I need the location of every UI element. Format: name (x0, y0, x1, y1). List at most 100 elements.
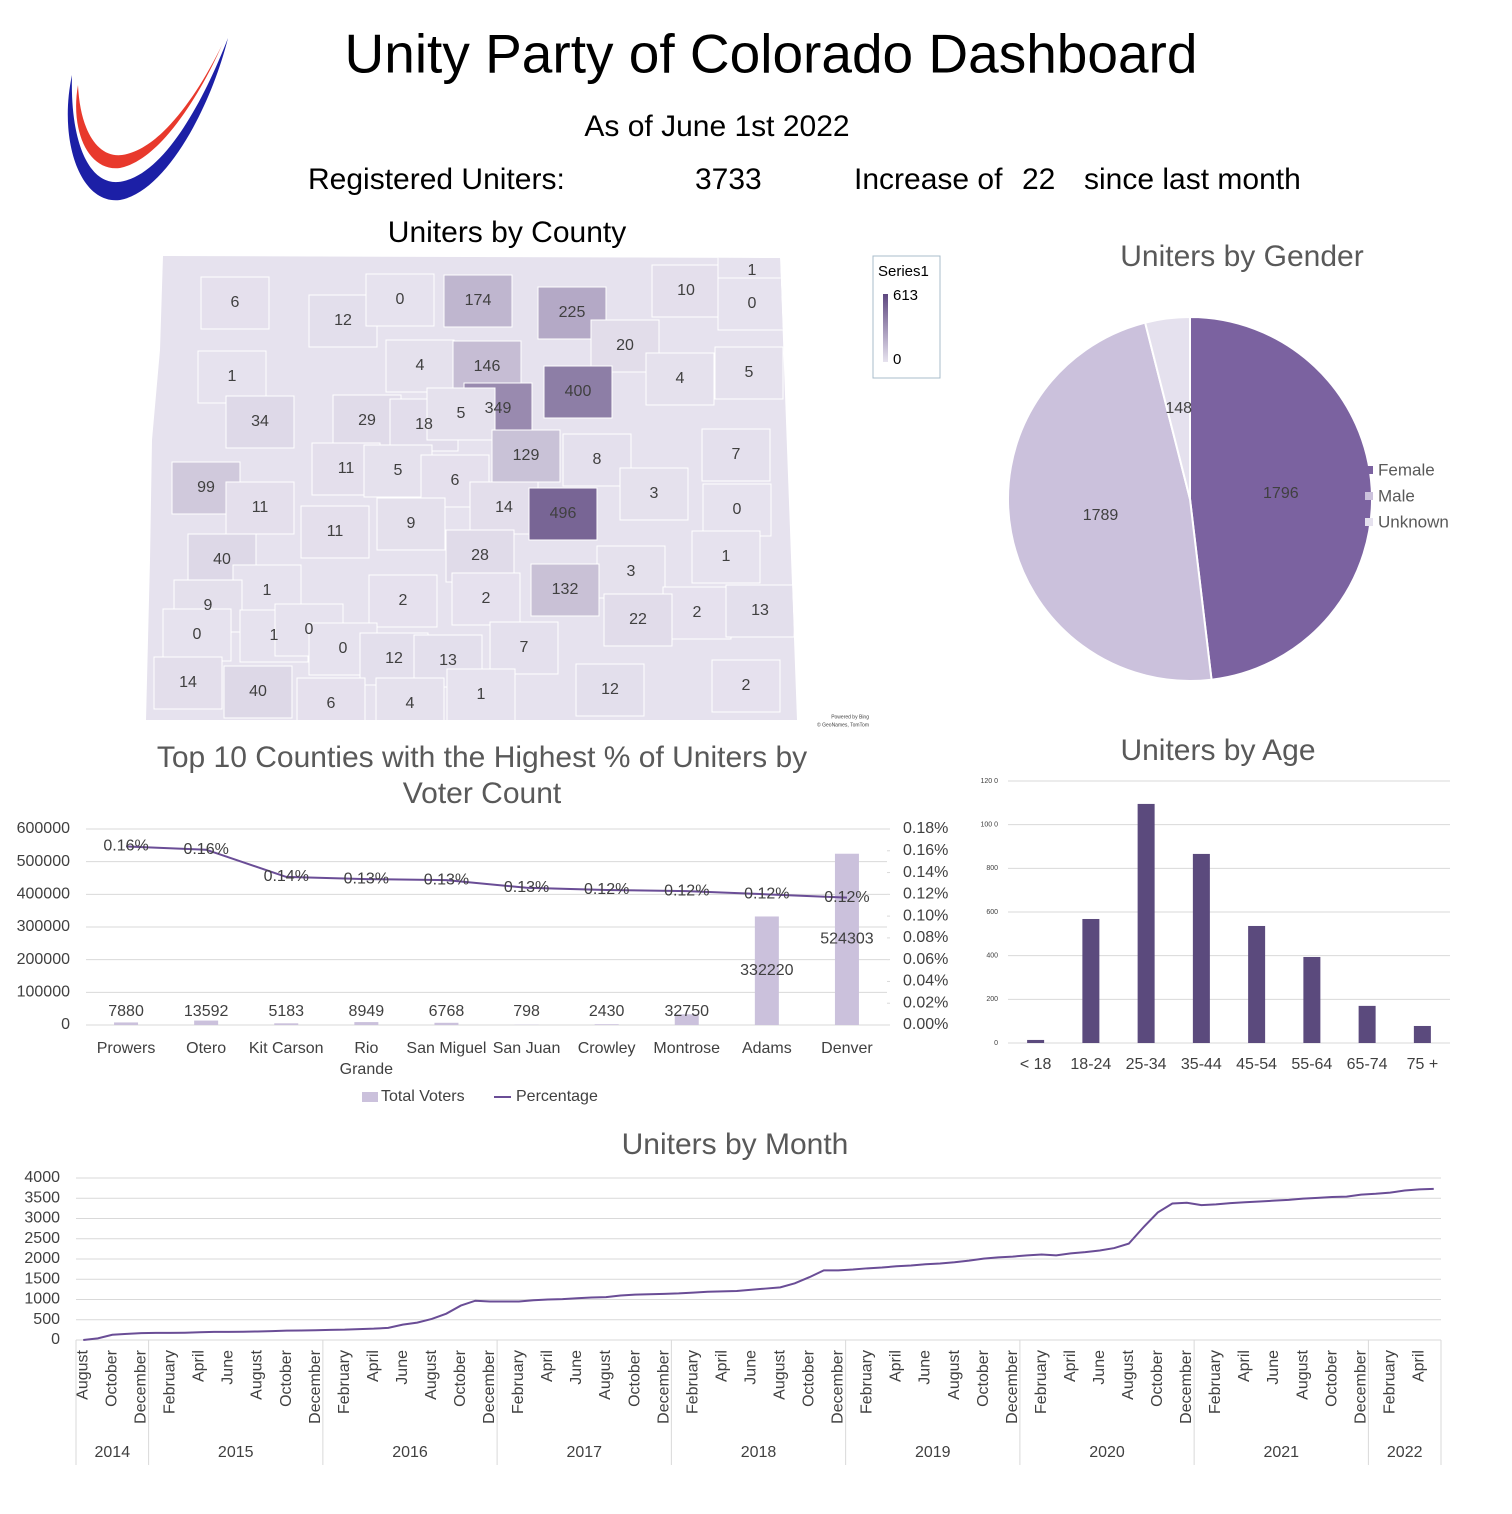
page-subtitle: As of June 1st 2022 (584, 110, 849, 143)
county-label: 99 (197, 479, 215, 496)
x-tick-label: August (1120, 1349, 1137, 1399)
county (645, 352, 715, 406)
legend-swatch (362, 1092, 378, 1102)
bar (594, 1024, 619, 1025)
logo-blue (67, 38, 229, 201)
county-label: 2 (399, 592, 408, 609)
x-tick-label: October (1323, 1349, 1340, 1407)
slice-label: 148 (1165, 400, 1192, 417)
bar (834, 853, 859, 1025)
line-value-label: 0.12% (824, 889, 869, 906)
x-tick-label: February (1207, 1350, 1224, 1414)
x-group-label: 2019 (915, 1444, 951, 1461)
line (83, 1187, 1434, 1341)
county (662, 586, 732, 640)
x-tick-label: February (1033, 1350, 1050, 1414)
y-tick-label: 0 (51, 1331, 60, 1348)
x-tick-label: October (452, 1349, 469, 1407)
x-group-label: 2021 (1263, 1444, 1299, 1461)
y2-tick-label: 0.04% (903, 973, 948, 990)
bar-value-label: 5183 (268, 1003, 304, 1020)
bar-value-label: 7880 (108, 1003, 144, 1020)
bar (114, 1022, 139, 1025)
county (187, 533, 257, 587)
y2-tick-label: 0.12% (903, 886, 948, 903)
x-tick-label: October (975, 1349, 992, 1407)
county-label: 4 (676, 370, 685, 387)
x-tick-label: 18-24 (1070, 1056, 1111, 1073)
y2-tick-label: 0.00% (903, 1016, 948, 1033)
county-label: 7 (520, 639, 529, 656)
county (717, 277, 787, 331)
x-group-label: 2016 (392, 1444, 428, 1461)
county-label: 13 (751, 602, 769, 619)
county (537, 286, 607, 340)
y-tick-label: 2500 (24, 1230, 60, 1247)
x-tick-label: December (1178, 1349, 1195, 1423)
county-label: 2 (693, 604, 702, 621)
bar-value-label: 524303 (820, 931, 873, 948)
bar (354, 1022, 379, 1025)
attribution: © GeoNames, TomTom (817, 721, 869, 728)
slice-label: 1796 (1263, 485, 1299, 502)
line-value-label: 0.12% (584, 881, 629, 898)
county-label: 0 (748, 295, 757, 312)
county-label: 132 (552, 581, 579, 598)
legend-label: Male (1378, 486, 1415, 505)
y-tick-label: 300000 (17, 918, 70, 935)
x-tick-label: December (307, 1349, 324, 1423)
x-tick-label: October (801, 1349, 818, 1407)
county-label: 1 (722, 548, 731, 565)
county-label: 11 (338, 460, 355, 477)
chart-title: Uniters by Month (622, 1128, 849, 1161)
increase-value: 22 (1022, 163, 1055, 196)
slice-label: 1789 (1083, 507, 1119, 524)
page-title: Unity Party of Colorado Dashboard (345, 23, 1198, 85)
y-tick-label: 500 (33, 1311, 60, 1328)
x-tick-label: February (1381, 1350, 1398, 1414)
bar-value-label: 32750 (665, 1003, 710, 1020)
y-tick-label: 100 0 (980, 822, 998, 829)
county (702, 483, 772, 537)
x-tick-label: February (684, 1350, 701, 1414)
x-tick-label: June (917, 1350, 934, 1385)
bar-value-label: 2430 (589, 1003, 625, 1020)
county (426, 387, 496, 441)
county (200, 276, 270, 330)
county-label: 14 (495, 499, 513, 516)
x-tick-label: December (1004, 1349, 1021, 1423)
legend-label: Unknown (1378, 512, 1449, 531)
x-tick-label: February (859, 1350, 876, 1414)
bar (1082, 918, 1100, 1043)
bar-value-label: 798 (513, 1003, 540, 1020)
county (603, 593, 673, 647)
county (296, 677, 366, 720)
legend-swatch (1365, 466, 1373, 474)
x-tick-label: June (568, 1350, 585, 1385)
line-value-label: 0.13% (504, 879, 549, 896)
registered-value: 3733 (695, 163, 762, 196)
x-tick-label: April (1236, 1350, 1253, 1382)
x-tick-label: October (104, 1349, 121, 1407)
y-tick-label: 1500 (24, 1270, 60, 1287)
x-tick-label: April (888, 1350, 905, 1382)
county (489, 621, 559, 675)
county-label: 2 (482, 590, 491, 607)
county-label: 13 (439, 652, 457, 669)
county-label: 1 (477, 686, 486, 703)
y-tick-label: 0 (61, 1016, 70, 1033)
bar-value-label: 13592 (184, 1003, 229, 1020)
county-label: 4 (416, 357, 425, 374)
registered-label: Registered Uniters: (308, 163, 565, 196)
county-label: 6 (231, 294, 240, 311)
bar (1027, 1039, 1045, 1043)
x-tick-label: June (1091, 1350, 1108, 1385)
legend-swatch (1365, 492, 1373, 500)
legend-title: Series1 (878, 263, 929, 280)
x-tick-label: 45-54 (1236, 1056, 1277, 1073)
x-tick-label: October (1149, 1349, 1166, 1407)
county (714, 346, 784, 400)
y-tick-label: 600 (986, 909, 998, 916)
x-tick-label: December (830, 1349, 847, 1423)
